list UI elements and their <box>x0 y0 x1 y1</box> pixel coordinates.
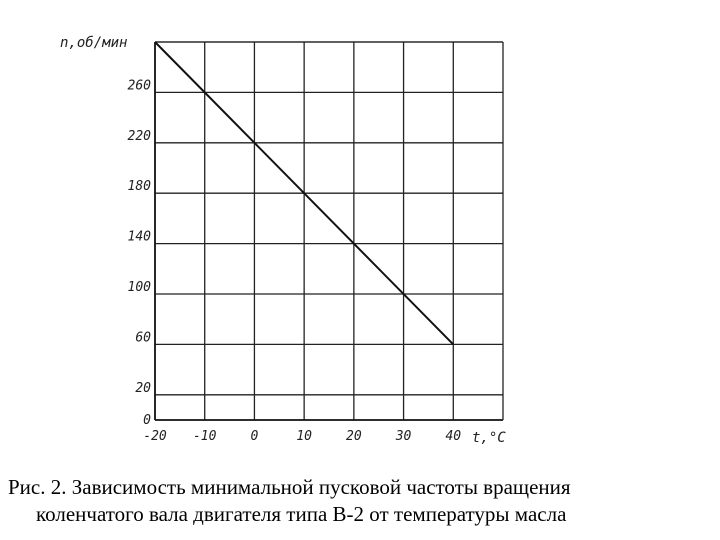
caption-line-1: Рис. 2. Зависимость минимальной пусковой… <box>8 475 571 499</box>
y-tick-label: 140 <box>128 230 152 245</box>
y-tick-label: 60 <box>135 330 151 345</box>
caption-line-2: коленчатого вала двигателя типа В-2 от т… <box>36 502 567 526</box>
x-tick-label: 30 <box>395 429 412 444</box>
x-axis-label: t,°C <box>472 430 506 446</box>
x-tick-label: 10 <box>296 429 312 444</box>
y-tick-label: 0 <box>143 413 151 428</box>
y-tick-label: 100 <box>128 280 152 295</box>
y-tick-label: 20 <box>135 381 151 396</box>
y-tick-label: 260 <box>128 78 152 93</box>
x-tick-label: -20 <box>143 429 167 444</box>
grid <box>155 41 504 420</box>
y-axis-label: n,об/мин <box>60 35 127 51</box>
y-tick-label: 220 <box>128 129 152 144</box>
chart: -20 -10 0 10 20 30 40 0 20 60 100 140 180 220 260 t,°C… <box>60 35 506 446</box>
x-tick-label: 20 <box>346 429 362 444</box>
figure-caption: Рис. 2. Зависимость минимальной пусковой… <box>0 474 720 528</box>
x-tick-label: 0 <box>251 429 259 444</box>
series <box>154 41 454 346</box>
x-tick-label: 40 <box>445 429 461 444</box>
x-tick-label: -10 <box>193 429 217 444</box>
axes <box>154 42 503 421</box>
data-line <box>154 41 454 346</box>
tick-labels: -20 -10 0 10 20 30 40 0 20 60 100 140 180 220 260 <box>128 78 462 444</box>
y-tick-label: 180 <box>128 179 152 194</box>
